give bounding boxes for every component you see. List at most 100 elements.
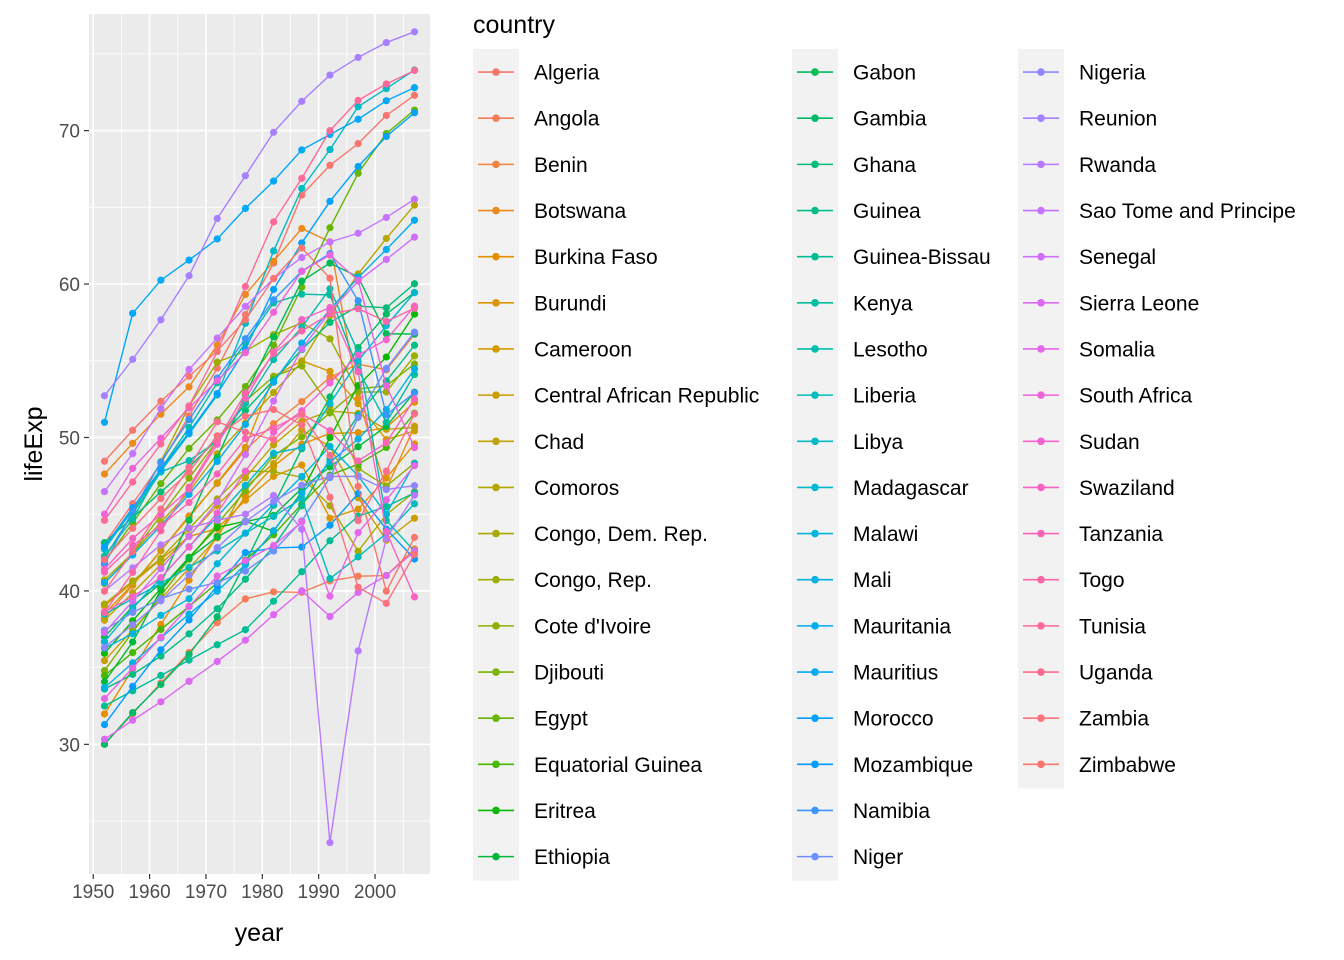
data-point [185, 416, 193, 424]
data-point [185, 524, 193, 532]
series-line [103, 548, 415, 745]
data-point [410, 66, 419, 75]
data-point [185, 616, 193, 624]
legend-key-point [1037, 391, 1045, 399]
data-point [382, 336, 390, 344]
legend: Algeria Angola Benin Botswana Burkina Faso Bu… [473, 49, 1296, 881]
data-point [354, 435, 362, 443]
data-point [100, 600, 109, 608]
legend-key-point [492, 391, 500, 399]
data-point [326, 303, 334, 312]
legend-label: Swaziland [1079, 477, 1175, 500]
legend-item: Algeria [478, 62, 600, 85]
data-point [100, 488, 109, 496]
legend-key-point [492, 668, 500, 676]
data-point [326, 259, 334, 267]
legend-item: Liberia [797, 385, 916, 408]
data-point [410, 593, 419, 601]
legend-item: Zimbabwe [1023, 754, 1176, 777]
data-point [157, 546, 165, 555]
series-namibia [100, 249, 419, 568]
data-point [241, 496, 250, 504]
data-point [298, 339, 306, 347]
data-point [185, 365, 193, 374]
legend-label: Rwanda [1079, 154, 1156, 177]
legend-item: Mali [797, 569, 892, 592]
data-point [157, 505, 165, 513]
data-point [100, 516, 109, 524]
data-point [213, 509, 221, 517]
legend-key-point [1037, 622, 1045, 630]
data-point [213, 364, 221, 372]
data-point [354, 140, 362, 148]
data-point [157, 494, 165, 503]
data-point [100, 392, 109, 400]
data-point [326, 318, 334, 327]
series-nigeria [100, 472, 419, 651]
data-point [298, 290, 306, 298]
data-point [354, 276, 362, 284]
data-point [100, 608, 109, 616]
data-point [269, 128, 278, 136]
legend-key-point [492, 114, 500, 123]
data-point [410, 491, 419, 499]
data-point [298, 421, 306, 429]
data-point [382, 97, 390, 105]
series-line [104, 283, 415, 544]
data-point [298, 362, 306, 370]
data-point [157, 633, 165, 641]
data-point [354, 394, 362, 402]
data-point [298, 316, 306, 324]
legend-item: Morocco [797, 708, 934, 731]
series-senegal [100, 233, 419, 637]
data-point [185, 516, 193, 524]
legend-label: Botswana [534, 200, 627, 223]
series-line [104, 410, 415, 621]
data-point [157, 671, 165, 680]
series-chad [100, 407, 419, 624]
legend-label: Zambia [1079, 708, 1149, 731]
data-point [129, 439, 137, 447]
data-point [241, 406, 250, 415]
data-point [410, 310, 419, 318]
data-point [326, 310, 334, 318]
series-line [104, 398, 416, 573]
data-point [129, 478, 137, 486]
data-point [241, 420, 250, 429]
data-point [157, 397, 165, 405]
legend-item: Guinea-Bissau [797, 246, 991, 269]
legend-key-point [492, 852, 500, 861]
legend-item: Gambia [797, 108, 927, 131]
data-point [298, 481, 306, 489]
legend-label: Namibia [853, 800, 930, 823]
legend-label: Burundi [534, 292, 606, 315]
data-point [269, 497, 278, 506]
data-point [354, 529, 362, 537]
data-point [269, 541, 278, 550]
data-point [213, 641, 221, 649]
data-point [241, 443, 250, 451]
data-point [100, 678, 109, 686]
data-point [241, 382, 250, 391]
data-point [241, 412, 250, 420]
series-line [104, 219, 416, 584]
data-point [157, 527, 165, 535]
data-point [157, 554, 165, 562]
data-point [100, 702, 109, 710]
legend-label: Comoros [534, 477, 619, 500]
legend-item: Sao Tome and Principe [1023, 200, 1296, 223]
data-point [185, 474, 193, 482]
data-point [354, 413, 362, 421]
data-point [269, 405, 278, 414]
data-point [129, 621, 137, 629]
data-point [326, 575, 334, 583]
x-tick-label: 1980 [241, 882, 283, 903]
data-point [213, 587, 221, 595]
legend-key-point [811, 345, 819, 353]
data-point [354, 457, 362, 465]
legend-item: Niger [797, 846, 903, 869]
y-axis-title: lifeExp [20, 406, 48, 481]
data-point [298, 410, 306, 418]
data-point [269, 274, 278, 283]
data-point [269, 285, 278, 294]
